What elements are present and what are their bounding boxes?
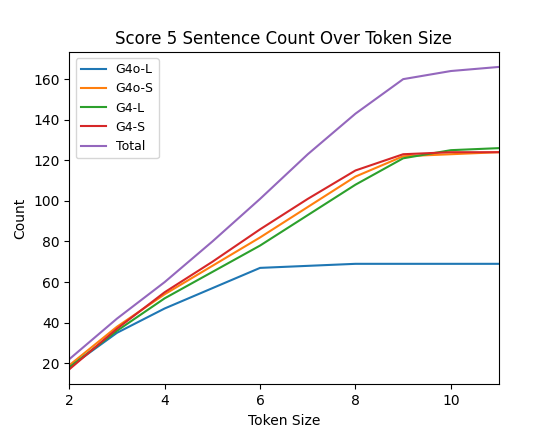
G4o-S [114, 324, 120, 329]
G4o-S [400, 154, 407, 159]
G4o-S [209, 263, 216, 268]
Total [352, 111, 359, 116]
G4o-L [448, 261, 454, 267]
G4-L [66, 365, 73, 370]
G4-S [400, 152, 407, 157]
Line: G4o-L: G4o-L [69, 264, 499, 367]
Total [400, 76, 407, 82]
Total [209, 239, 216, 244]
G4-S [114, 326, 120, 331]
Line: G4o-S: G4o-S [69, 152, 499, 365]
Total [114, 316, 120, 321]
G4o-S [66, 363, 73, 368]
Total [495, 64, 502, 70]
G4-L [448, 148, 454, 153]
Line: G4-L: G4-L [69, 148, 499, 367]
G4o-L [257, 265, 263, 270]
G4o-L [352, 261, 359, 267]
Total [161, 280, 168, 285]
G4-S [66, 367, 73, 372]
Y-axis label: Count: Count [13, 197, 28, 239]
G4-S [161, 289, 168, 295]
G4-S [257, 227, 263, 232]
G4o-L [305, 263, 311, 268]
G4o-S [448, 152, 454, 157]
Total [257, 196, 263, 201]
G4o-S [495, 149, 502, 155]
G4-L [257, 243, 263, 248]
Line: Total: Total [69, 67, 499, 359]
G4-S [209, 259, 216, 264]
G4-S [305, 196, 311, 201]
Total [305, 152, 311, 157]
Total [448, 68, 454, 73]
G4o-L [495, 261, 502, 267]
G4o-L [114, 330, 120, 335]
G4-L [352, 182, 359, 187]
G4o-L [66, 365, 73, 370]
G4o-L [209, 286, 216, 291]
G4o-L [161, 306, 168, 311]
G4-L [400, 156, 407, 161]
G4-L [161, 296, 168, 301]
G4-L [305, 213, 311, 218]
G4-S [352, 168, 359, 173]
Legend: G4o-L, G4o-S, G4-L, G4-S, Total: G4o-L, G4o-S, G4-L, G4-S, Total [75, 58, 158, 158]
G4-S [495, 149, 502, 155]
Title: Score 5 Sentence Count Over Token Size: Score 5 Sentence Count Over Token Size [115, 29, 453, 48]
G4o-L [400, 261, 407, 267]
G4-L [114, 328, 120, 334]
G4o-S [257, 235, 263, 240]
G4-L [495, 146, 502, 151]
Total [66, 357, 73, 362]
G4-S [448, 149, 454, 155]
G4o-S [352, 174, 359, 179]
Line: G4-S: G4-S [69, 152, 499, 369]
G4o-S [161, 292, 168, 297]
X-axis label: Token Size: Token Size [248, 414, 320, 428]
G4-L [209, 269, 216, 274]
G4o-S [305, 204, 311, 210]
